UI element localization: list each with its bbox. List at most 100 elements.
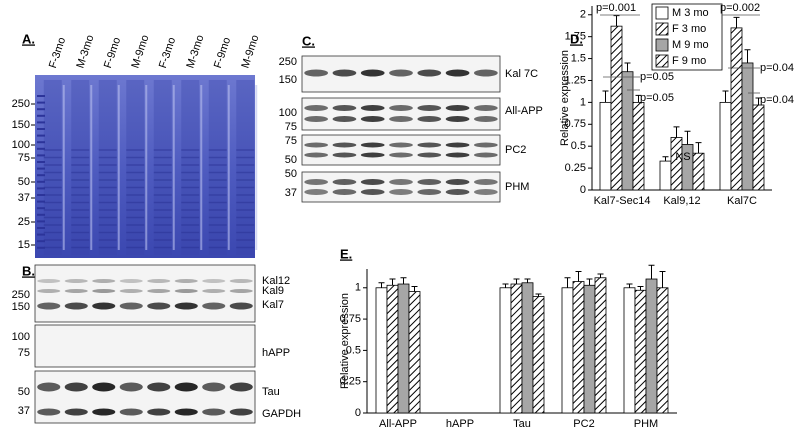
blot-band	[229, 302, 253, 310]
error-bar	[733, 16, 740, 28]
panel-label: A.	[22, 31, 35, 46]
gel-lane	[43, 80, 62, 255]
band-label: Kal7	[262, 299, 284, 311]
legend-swatch	[655, 54, 669, 68]
blot-band	[360, 189, 385, 195]
blot-band	[64, 382, 88, 392]
legend-swatch	[655, 6, 669, 20]
y-tick-label: 0.75	[565, 118, 586, 130]
error-bar	[535, 293, 542, 297]
band-label: All-APP	[505, 105, 543, 117]
blot-band	[174, 302, 198, 310]
bar	[532, 296, 545, 414]
legend-swatch	[655, 38, 669, 52]
legend-swatch	[655, 22, 669, 36]
blot-band	[332, 179, 357, 185]
bar	[719, 101, 732, 191]
error-bar	[722, 90, 729, 103]
blot-band	[64, 279, 88, 283]
blot-band	[119, 408, 143, 416]
marker-label: 100	[12, 139, 30, 151]
legend-label: F 3 mo	[672, 23, 706, 35]
blot-band	[202, 302, 226, 310]
marker-label: 150	[12, 301, 30, 313]
blot-band	[360, 142, 385, 148]
blot-band	[360, 179, 385, 185]
blot-band	[445, 189, 470, 195]
bar	[634, 289, 647, 414]
marker-label: 100	[279, 107, 297, 119]
bar	[645, 278, 658, 414]
blot	[301, 134, 501, 166]
ladder-band	[37, 134, 45, 137]
error-bar	[684, 130, 691, 145]
band-label: Kal 7C	[505, 68, 538, 80]
error-bar	[564, 277, 571, 288]
bar	[741, 62, 754, 191]
bar	[632, 101, 645, 191]
ladder-band	[37, 141, 45, 144]
bar	[510, 283, 523, 414]
lane-label: F-9mo	[102, 36, 123, 70]
error-bar	[378, 282, 385, 288]
ladder-band	[37, 207, 45, 210]
blot-band	[147, 408, 171, 416]
x-tick-label: hAPP	[446, 418, 474, 430]
ladder-band	[37, 213, 45, 216]
marker-label: 75	[18, 347, 30, 359]
error-bar	[624, 62, 631, 72]
marker-label: 150	[12, 119, 30, 131]
ladder-band	[37, 180, 45, 183]
error-bar	[389, 278, 396, 286]
band-label: hAPP	[262, 347, 290, 359]
blot-band	[332, 189, 357, 195]
blot-band	[360, 105, 385, 111]
bar	[386, 284, 399, 414]
blot-band	[37, 279, 61, 283]
bar	[561, 287, 574, 414]
blot-band	[445, 179, 470, 185]
marker-label: 25	[18, 216, 30, 228]
blot-band	[332, 152, 357, 158]
blot-band	[304, 69, 329, 77]
blot-band	[229, 408, 253, 416]
error-bar	[648, 264, 655, 280]
blot-band	[360, 69, 385, 77]
gel-lane	[181, 80, 200, 255]
bar	[583, 284, 596, 414]
legend-label: M 9 mo	[672, 39, 709, 51]
blot-band	[473, 142, 498, 148]
y-tick-label: 1.25	[565, 74, 586, 86]
blot-band	[119, 382, 143, 392]
y-tick-label: 0.25	[340, 376, 361, 388]
annotation: p=0.05	[640, 71, 674, 83]
marker-label: 50	[285, 168, 297, 180]
legend-label: M 3 mo	[672, 7, 709, 19]
gel-lane	[71, 80, 90, 255]
band-label: Kal9	[262, 285, 284, 297]
ladder-band	[37, 147, 45, 150]
ladder-band	[37, 240, 45, 243]
ladder-band	[37, 187, 45, 190]
lane-label: M-3mo	[74, 34, 96, 70]
panel-label: E.	[340, 246, 352, 261]
y-tick-label: 0	[580, 184, 586, 196]
y-tick-label: 2	[580, 9, 586, 21]
blot-band	[304, 116, 329, 122]
y-tick-label: 1	[580, 96, 586, 108]
ladder-band	[37, 101, 45, 104]
blot-band	[473, 69, 498, 77]
error-bar	[524, 278, 531, 283]
blot-band	[417, 116, 442, 122]
blot-band	[202, 279, 226, 283]
blot-band	[417, 105, 442, 111]
blot-band	[147, 302, 171, 310]
marker-label: 50	[18, 386, 30, 398]
y-tick-label: 1.5	[571, 52, 586, 64]
x-tick-label: Tau	[513, 418, 531, 430]
lane-label: F-3mo	[157, 36, 178, 70]
blot-band	[119, 289, 143, 293]
blot-band	[389, 152, 413, 158]
blot-band	[417, 179, 442, 185]
